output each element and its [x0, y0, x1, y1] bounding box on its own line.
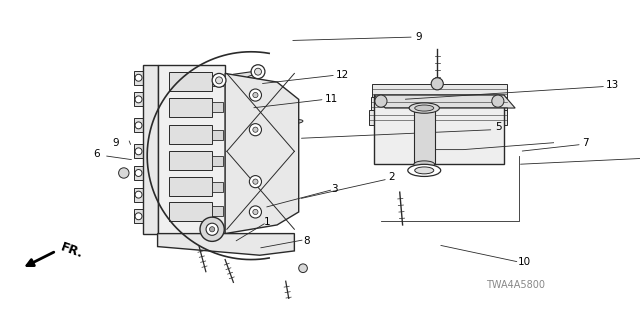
Ellipse shape [409, 103, 440, 113]
Circle shape [118, 168, 129, 178]
FancyBboxPatch shape [169, 72, 212, 91]
Circle shape [255, 68, 262, 75]
Polygon shape [233, 72, 253, 84]
FancyBboxPatch shape [374, 95, 504, 164]
Circle shape [135, 74, 142, 81]
Ellipse shape [291, 120, 303, 124]
Ellipse shape [248, 75, 258, 78]
Circle shape [431, 78, 444, 90]
FancyBboxPatch shape [212, 76, 223, 86]
Circle shape [250, 124, 262, 136]
FancyBboxPatch shape [371, 97, 508, 112]
Polygon shape [414, 108, 435, 164]
Polygon shape [134, 188, 143, 202]
Polygon shape [134, 144, 143, 158]
Circle shape [135, 191, 142, 198]
FancyBboxPatch shape [212, 182, 223, 192]
Polygon shape [134, 71, 143, 85]
Ellipse shape [267, 122, 279, 125]
Circle shape [135, 213, 142, 220]
Circle shape [253, 127, 258, 132]
FancyBboxPatch shape [212, 206, 223, 216]
FancyBboxPatch shape [212, 156, 223, 166]
Polygon shape [157, 234, 294, 255]
Circle shape [135, 148, 142, 155]
Text: 5: 5 [495, 122, 502, 132]
Text: 6: 6 [93, 149, 100, 159]
Polygon shape [225, 73, 299, 234]
Text: 8: 8 [303, 236, 310, 245]
Circle shape [375, 95, 387, 107]
Polygon shape [134, 166, 143, 180]
Text: FR.: FR. [59, 241, 85, 261]
Text: 9: 9 [113, 138, 119, 148]
Text: 8: 8 [216, 226, 223, 236]
Text: 12: 12 [336, 70, 349, 80]
Circle shape [135, 170, 142, 176]
Circle shape [135, 122, 142, 129]
Polygon shape [134, 118, 143, 132]
FancyBboxPatch shape [212, 130, 223, 140]
Polygon shape [143, 65, 157, 234]
Circle shape [251, 65, 265, 79]
Text: 2: 2 [388, 172, 394, 182]
Polygon shape [272, 116, 298, 130]
Polygon shape [255, 105, 280, 119]
Text: 7: 7 [582, 138, 588, 148]
Circle shape [206, 223, 218, 235]
Circle shape [209, 227, 215, 232]
Ellipse shape [250, 111, 262, 115]
Circle shape [216, 77, 223, 84]
Ellipse shape [408, 164, 441, 176]
Circle shape [299, 264, 307, 273]
Circle shape [250, 176, 262, 188]
FancyBboxPatch shape [372, 84, 506, 100]
Circle shape [250, 206, 262, 218]
Text: 1: 1 [264, 217, 271, 227]
Circle shape [492, 95, 504, 107]
FancyBboxPatch shape [169, 177, 212, 196]
Polygon shape [134, 209, 143, 223]
Circle shape [253, 92, 258, 98]
Text: 10: 10 [518, 257, 531, 267]
Ellipse shape [228, 78, 239, 81]
Ellipse shape [414, 161, 435, 168]
FancyBboxPatch shape [212, 102, 223, 112]
Circle shape [250, 89, 262, 101]
Text: 11: 11 [324, 94, 338, 104]
Circle shape [135, 96, 142, 103]
FancyBboxPatch shape [169, 202, 212, 220]
Text: 3: 3 [332, 184, 338, 195]
Ellipse shape [273, 109, 285, 113]
FancyBboxPatch shape [169, 151, 212, 170]
FancyBboxPatch shape [169, 125, 212, 144]
Ellipse shape [415, 105, 434, 111]
Circle shape [253, 209, 258, 214]
Text: 9: 9 [415, 32, 422, 42]
Polygon shape [157, 65, 225, 234]
Circle shape [212, 73, 226, 87]
Text: 13: 13 [606, 80, 620, 90]
Ellipse shape [415, 167, 434, 174]
Circle shape [200, 217, 224, 241]
Polygon shape [374, 95, 515, 108]
FancyBboxPatch shape [369, 110, 508, 125]
FancyBboxPatch shape [169, 98, 212, 117]
Circle shape [253, 179, 258, 184]
Polygon shape [134, 92, 143, 106]
Text: TWA4A5800: TWA4A5800 [486, 280, 545, 290]
